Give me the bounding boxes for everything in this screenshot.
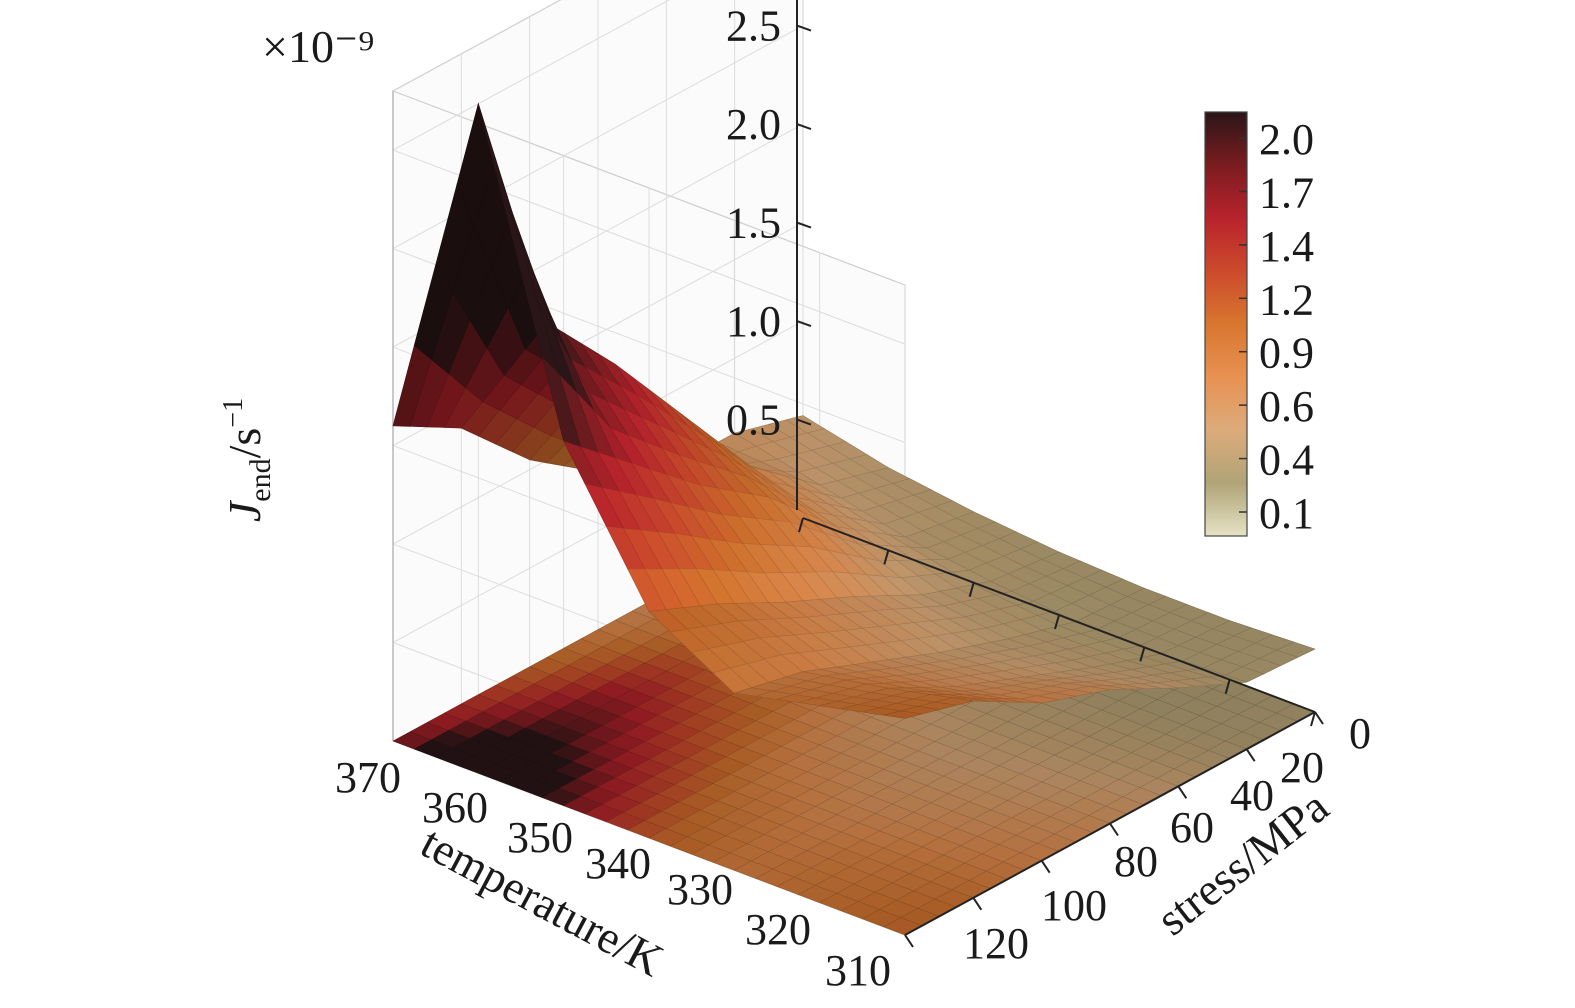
x-tick: [1224, 679, 1231, 694]
colorbar-tick-label: 0.6: [1259, 382, 1314, 431]
z-tick: [796, 221, 812, 229]
x-tick: [883, 550, 890, 565]
colorbar-tick-label: 2.0: [1259, 115, 1314, 164]
y-tick-label: 40: [1230, 771, 1274, 820]
z-tick-label: 0.5: [726, 396, 781, 445]
surface-cell: [883, 710, 923, 719]
colorbar-tick-label: 0.4: [1259, 436, 1314, 485]
x-tick: [1310, 711, 1316, 727]
z-tick-label: 1.5: [726, 199, 781, 248]
x-tick-label: 350: [507, 813, 573, 862]
y-tick-label: 80: [1114, 837, 1158, 886]
y-tick-label: 0: [1349, 709, 1371, 758]
surface-mesh: [392, 102, 1316, 719]
z-axis-label-sup: −1: [218, 398, 249, 428]
y-tick-label: 120: [963, 919, 1029, 968]
z-tick: [796, 418, 812, 426]
z-tick-label: 2.0: [726, 100, 781, 149]
y-tick: [1177, 785, 1188, 799]
colorbar-tick-label: 1.7: [1259, 168, 1314, 217]
y-tick: [1245, 748, 1256, 762]
colorbar-tick-label: 0.9: [1259, 329, 1314, 378]
y-tick-label: 20: [1280, 743, 1324, 792]
x-tick: [1054, 614, 1060, 630]
y-tick: [1109, 822, 1119, 837]
z-tick: [796, 320, 812, 327]
x-tick-label: 320: [745, 905, 811, 954]
x-tick-label: 340: [585, 839, 651, 888]
z-axis-label: Jend/s−1: [218, 398, 277, 522]
x-tick-label: 360: [422, 783, 488, 832]
x-tick-label: 370: [335, 753, 401, 802]
colorbar-tick-label: 1.4: [1259, 222, 1314, 271]
exponent-label: ×10⁻⁹: [262, 21, 374, 72]
axes: 0.51.01.52.02.53.03103203303403503603700…: [335, 0, 1371, 995]
y-tick: [972, 897, 983, 911]
x-tick: [1139, 647, 1146, 662]
x-tick: [968, 582, 975, 597]
z-tick-label: 2.5: [726, 2, 781, 51]
colorbar: 2.01.7 1.41.2 0.90.6 0.40.1: [1204, 111, 1314, 538]
x-tick: [798, 517, 804, 533]
y-tick: [1040, 860, 1051, 874]
z-axis-label-unit: /s: [219, 428, 270, 459]
svg-text:Jend/s−1: Jend/s−1: [218, 398, 277, 522]
z-tick-label: 1.0: [726, 297, 781, 346]
z-tick: [796, 123, 812, 131]
colorbar-tick-label: 1.2: [1259, 275, 1314, 324]
y-tick: [904, 934, 914, 948]
x-tick-label: 330: [667, 865, 733, 914]
y-tick-label: 60: [1170, 803, 1214, 852]
x-tick-label: 310: [825, 946, 891, 995]
z-axis-label-main: J: [219, 499, 270, 522]
y-tick: [1314, 711, 1324, 725]
y-tick-label: 100: [1041, 881, 1107, 930]
colorbar-scale: [1204, 111, 1248, 537]
colorbar-tick-label: 0.1: [1259, 489, 1314, 538]
z-tick: [796, 24, 812, 32]
z-axis-label-sub: end: [244, 458, 277, 501]
